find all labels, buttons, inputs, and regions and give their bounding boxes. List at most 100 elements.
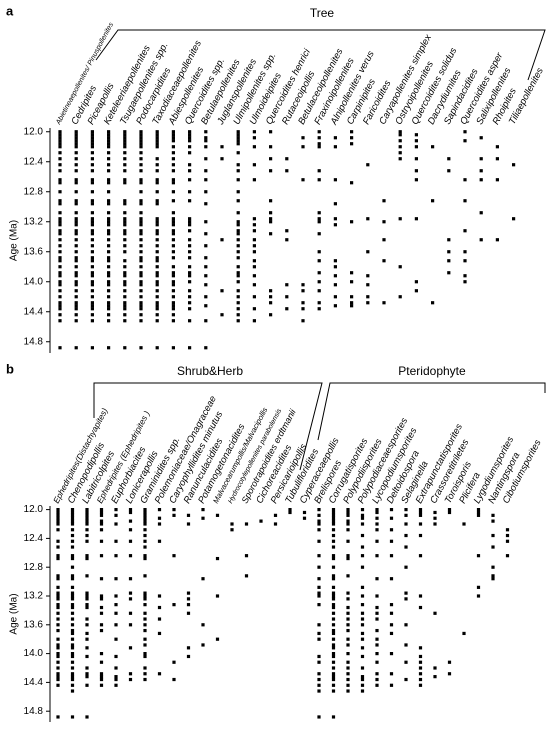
occurrence-dot — [107, 145, 111, 149]
occurrence-dot — [244, 522, 249, 526]
occurrence-dot — [143, 556, 147, 561]
occurrence-dot — [114, 554, 118, 558]
occurrence-dot — [404, 513, 408, 517]
occurrence-dot — [74, 259, 78, 263]
occurrence-dot — [186, 591, 191, 595]
occurrence-dot — [58, 244, 62, 248]
occurrence-dot — [244, 554, 249, 558]
occurrence-dot — [74, 133, 78, 137]
occurrence-dot — [139, 217, 143, 221]
occurrence-dot — [236, 133, 240, 137]
occurrence-dot — [350, 304, 354, 308]
occurrence-dot — [404, 522, 408, 526]
occurrence-dot — [375, 652, 379, 656]
occurrence-dot — [107, 151, 111, 155]
occurrence-dot — [331, 513, 336, 517]
occurrence-dot — [58, 142, 62, 146]
occurrence-dot — [143, 574, 147, 578]
y-tick-label: 14.4 — [24, 306, 44, 317]
occurrence-dot — [398, 151, 402, 155]
occurrence-dot — [317, 220, 321, 224]
occurrence-dot — [375, 683, 379, 687]
occurrence-dot — [236, 256, 240, 260]
occurrence-dot — [236, 223, 240, 227]
occurrence-dot — [433, 522, 437, 526]
occurrence-dot — [404, 508, 408, 512]
occurrence-dot — [139, 304, 143, 308]
occurrence-dot — [107, 202, 111, 206]
occurrence-dot — [433, 516, 437, 520]
occurrence-dot — [350, 220, 354, 224]
occurrence-dot — [90, 142, 94, 146]
occurrence-dot — [360, 683, 365, 687]
occurrence-dot — [252, 283, 256, 287]
occurrence-dot — [99, 628, 104, 633]
occurrence-dot — [418, 522, 423, 526]
occurrence-dot — [155, 199, 159, 203]
occurrence-dot — [107, 238, 111, 242]
occurrence-dot — [479, 136, 483, 140]
occurrence-dot — [171, 145, 175, 149]
occurrence-dot — [317, 565, 321, 569]
occurrence-dot — [155, 130, 159, 134]
occurrence-dot — [236, 136, 240, 140]
occurrence-dot — [317, 677, 321, 682]
y-tick-label: 14.0 — [24, 648, 44, 659]
occurrence-dot — [123, 136, 127, 140]
occurrence-dot — [236, 220, 240, 224]
occurrence-dot — [201, 508, 205, 512]
occurrence-dot — [382, 301, 386, 305]
occurrence-dot — [143, 516, 147, 520]
occurrence-dot — [382, 220, 386, 224]
occurrence-dot — [404, 533, 408, 538]
occurrence-dot — [398, 133, 402, 137]
occurrence-dot — [301, 145, 305, 149]
occurrence-dot — [476, 585, 481, 589]
occurrence-dot — [230, 528, 234, 532]
occurrence-dot — [139, 232, 143, 236]
occurrence-dot — [398, 157, 402, 161]
occurrence-dot — [123, 259, 127, 263]
occurrence-dot — [350, 136, 354, 140]
occurrence-dot — [404, 565, 408, 569]
occurrence-dot — [331, 637, 336, 641]
occurrence-dot — [107, 304, 111, 308]
occurrence-dot — [123, 283, 127, 287]
occurrence-dot — [346, 519, 350, 523]
occurrence-dot — [74, 307, 78, 311]
occurrence-dot — [495, 178, 499, 182]
occurrence-dot — [70, 513, 75, 517]
tree-bracket — [95, 29, 546, 81]
occurrence-dot — [285, 295, 289, 299]
occurrence-dot — [331, 519, 336, 523]
occurrence-dot — [201, 643, 205, 647]
occurrence-dot — [491, 577, 495, 581]
occurrence-dot — [375, 605, 379, 610]
y-tick-label: 12.4 — [24, 156, 44, 167]
occurrence-dot — [389, 528, 394, 532]
occurrence-dot — [171, 313, 175, 317]
occurrence-dot — [128, 508, 133, 512]
occurrence-dot — [171, 133, 175, 137]
occurrence-dot — [204, 178, 208, 182]
occurrence-dot — [317, 145, 321, 149]
occurrence-dot — [301, 178, 305, 182]
occurrence-dot — [155, 256, 159, 260]
occurrence-dot — [366, 283, 370, 287]
occurrence-dot — [90, 274, 94, 278]
occurrence-dot — [139, 139, 143, 143]
occurrence-dot — [123, 145, 127, 149]
occurrence-dot — [155, 259, 159, 263]
occurrence-dot — [288, 508, 292, 512]
occurrence-dot — [204, 136, 208, 140]
occurrence-dot — [331, 585, 336, 589]
occurrence-dot — [389, 623, 394, 627]
occurrence-dot — [143, 591, 147, 595]
occurrence-dot — [56, 623, 60, 627]
occurrence-dot — [143, 528, 147, 532]
occurrence-dot — [188, 133, 192, 137]
occurrence-dot — [58, 145, 62, 149]
occurrence-dot — [360, 689, 365, 693]
occurrence-dot — [188, 244, 192, 248]
occurrence-dot — [90, 130, 94, 134]
